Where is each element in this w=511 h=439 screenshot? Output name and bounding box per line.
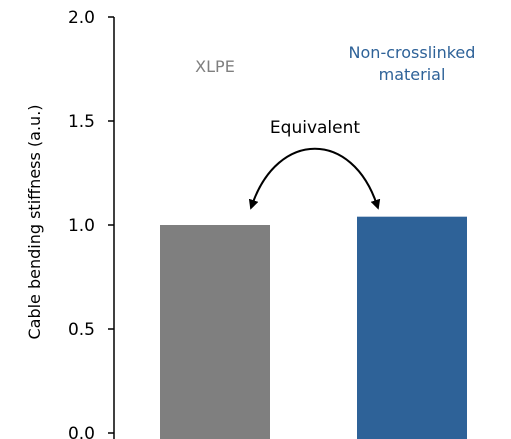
y-tick-label: 1.0 (68, 216, 95, 236)
category-label: material (379, 65, 446, 84)
category-label: XLPE (195, 57, 235, 76)
annotation-equivalent: Equivalent (270, 118, 360, 138)
equivalence-arrow (248, 147, 381, 210)
category-label: Non-crosslinked (349, 43, 476, 62)
category-labels: XLPE Non-crosslinked material (195, 43, 475, 84)
bar-xlpe (160, 225, 270, 439)
bar-non-crosslinked (357, 216, 467, 439)
y-axis-ticks: 0.0 0.5 1.0 1.5 2.0 (68, 8, 114, 439)
bars (160, 216, 467, 439)
y-tick-label: 1.5 (68, 112, 95, 132)
y-tick-label: 0.5 (68, 320, 95, 340)
y-tick-label: 2.0 (68, 8, 95, 28)
y-tick-label: 0.0 (68, 424, 95, 439)
y-axis-label: Cable bending stiffness (a.u.) (25, 104, 44, 339)
